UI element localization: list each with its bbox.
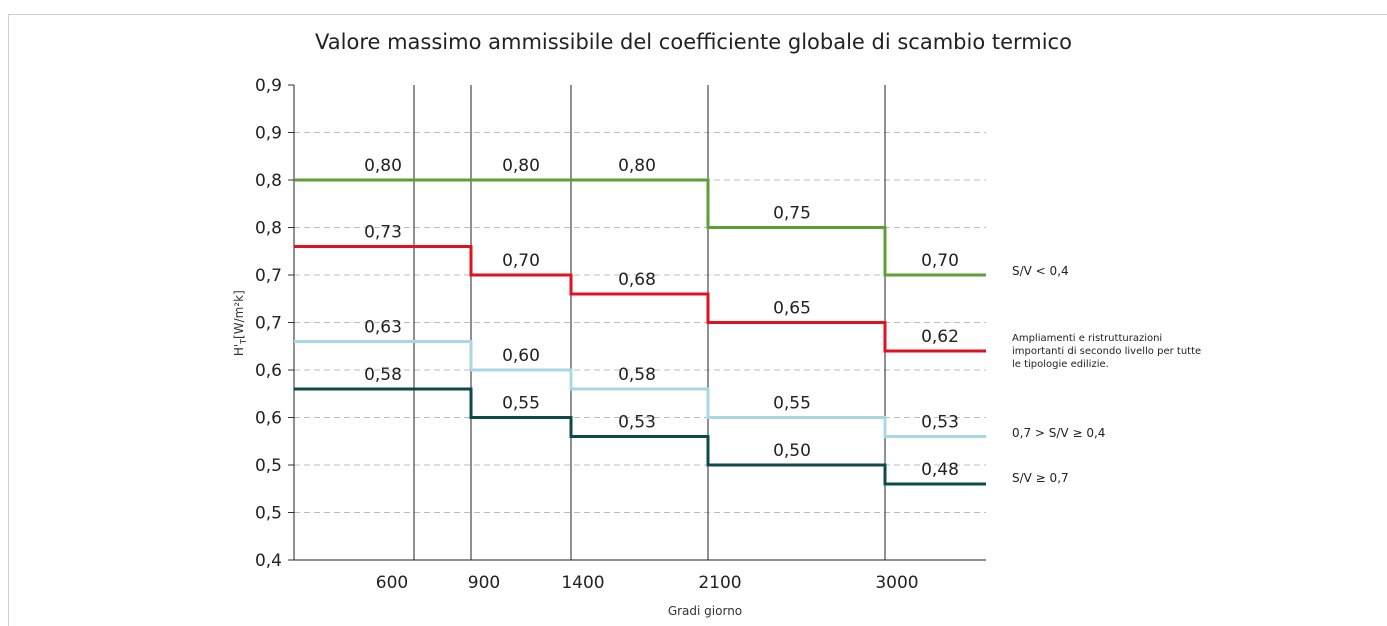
data-label: 0,58 [364, 365, 402, 385]
data-label: 0,60 [502, 346, 540, 366]
y-tick-label: 0,9 [255, 124, 282, 144]
y-axis-title-sub: T [239, 338, 249, 344]
x-axis-title: Gradi giorno [667, 604, 743, 618]
y-axis-title: H'T[W/m²k] [232, 273, 248, 373]
x-tick-label: 600 [376, 573, 408, 593]
data-label: 0,48 [921, 460, 959, 480]
data-label: 0,80 [364, 156, 402, 176]
chart-frame [8, 14, 1387, 626]
x-tick-label: 2100 [698, 573, 741, 593]
legend-light-blue: 0,7 > S/V ≥ 0,4 [1012, 426, 1106, 440]
data-label: 0,75 [773, 204, 811, 224]
data-label: 0,53 [618, 413, 656, 433]
data-label: 0,70 [921, 251, 959, 271]
x-tick-label: 900 [468, 573, 500, 593]
y-tick-label: 0,5 [255, 504, 282, 524]
legend-green: S/V < 0,4 [1012, 264, 1069, 278]
x-tick-label: 3000 [875, 573, 918, 593]
data-label: 0,58 [618, 365, 656, 385]
data-label: 0,50 [773, 441, 811, 461]
y-tick-label: 0,7 [255, 314, 282, 334]
y-tick-label: 0,5 [255, 456, 282, 476]
data-label: 0,80 [502, 156, 540, 176]
y-axis-title-unit: [W/m²k] [231, 290, 246, 339]
legend-red: Ampliamenti e ristrutturazioni important… [1012, 333, 1202, 370]
data-label: 0,65 [773, 299, 811, 319]
data-label: 0,55 [773, 394, 811, 414]
y-tick-label: 0,6 [255, 361, 282, 381]
y-tick-label: 0,7 [255, 266, 282, 286]
series-line-3 [294, 340, 986, 438]
y-axis-title-main: H' [231, 343, 246, 357]
y-tick-label: 0,8 [255, 171, 282, 191]
data-label: 0,70 [502, 251, 540, 271]
data-label: 0,73 [364, 223, 402, 243]
series-line-1 [294, 178, 986, 277]
y-tick-label: 0,6 [255, 409, 282, 429]
y-tick-label: 0,8 [255, 219, 282, 239]
data-label: 0,53 [921, 413, 959, 433]
data-label: 0,62 [921, 327, 959, 347]
data-label: 0,80 [618, 156, 656, 176]
y-tick-label: 0,4 [255, 551, 282, 571]
data-label: 0,55 [502, 394, 540, 414]
x-tick-label: 1400 [561, 573, 604, 593]
legend-dark-teal: S/V ≥ 0,7 [1012, 471, 1069, 485]
series-line-2 [294, 245, 986, 353]
chart-title: Valore massimo ammissibile del coefficie… [315, 30, 1072, 54]
data-label: 0,68 [618, 270, 656, 290]
data-label: 0,63 [364, 318, 402, 338]
y-tick-label: 0,9 [255, 76, 282, 96]
series-line-4 [294, 387, 986, 486]
